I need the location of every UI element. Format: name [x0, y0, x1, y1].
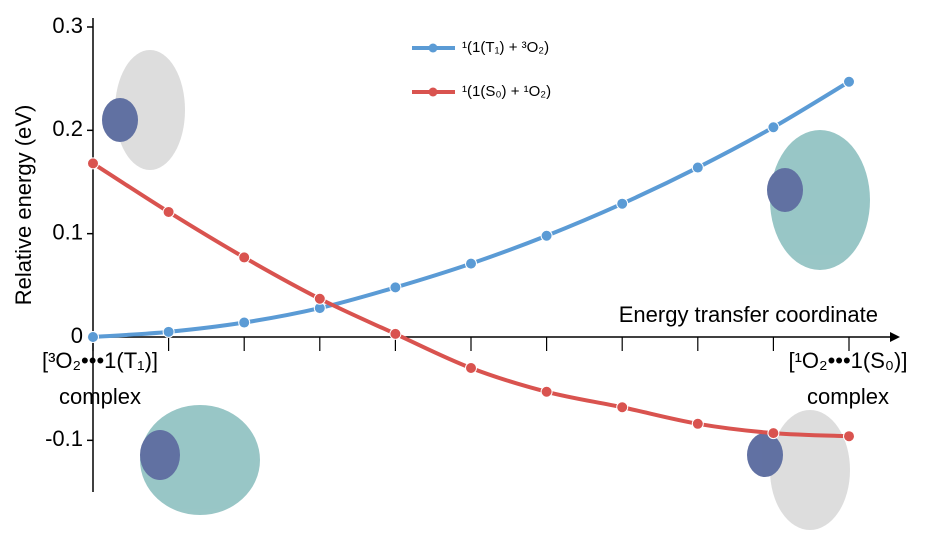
- point: [617, 198, 628, 209]
- y-tick-label: 0.3: [52, 13, 83, 38]
- legend-marker: [429, 44, 438, 53]
- point: [314, 293, 325, 304]
- end-label: complex: [807, 384, 889, 409]
- start-label: complex: [59, 384, 141, 409]
- legend-label: ¹(1(S₀) + ¹O₂): [462, 83, 551, 100]
- legend-label: ¹(1(T₁) + ³O₂): [462, 39, 549, 56]
- point: [844, 431, 855, 442]
- start-label: [³O₂•••1(T₁)]: [42, 348, 158, 373]
- chart: Relative energy (eV) Energy transfer coo…: [0, 0, 926, 546]
- point: [768, 122, 779, 133]
- molecule-decor: [102, 50, 870, 530]
- point: [466, 363, 477, 374]
- end-label: [¹O₂•••1(S₀)]: [788, 348, 907, 373]
- x-axis-label: Energy transfer coordinate: [619, 302, 878, 327]
- point: [390, 282, 401, 293]
- point: [692, 162, 703, 173]
- point: [541, 386, 552, 397]
- point: [239, 252, 250, 263]
- y-axis-label: Relative energy (eV): [11, 105, 36, 306]
- y-tick-label: -0.1: [45, 426, 83, 451]
- legend-marker: [429, 88, 438, 97]
- point: [239, 317, 250, 328]
- y-tick-label: 0.1: [52, 219, 83, 244]
- point: [88, 332, 99, 343]
- point: [768, 428, 779, 439]
- point: [163, 326, 174, 337]
- y-tick-label: 0: [71, 323, 83, 348]
- point: [617, 402, 628, 413]
- point: [844, 76, 855, 87]
- point: [541, 230, 552, 241]
- point: [466, 258, 477, 269]
- point: [390, 328, 401, 339]
- series-line: [93, 163, 849, 436]
- series-line: [93, 82, 849, 337]
- point: [88, 158, 99, 169]
- x-axis-arrow: [890, 332, 900, 342]
- point: [163, 206, 174, 217]
- point: [692, 418, 703, 429]
- y-tick-label: 0.2: [52, 116, 83, 141]
